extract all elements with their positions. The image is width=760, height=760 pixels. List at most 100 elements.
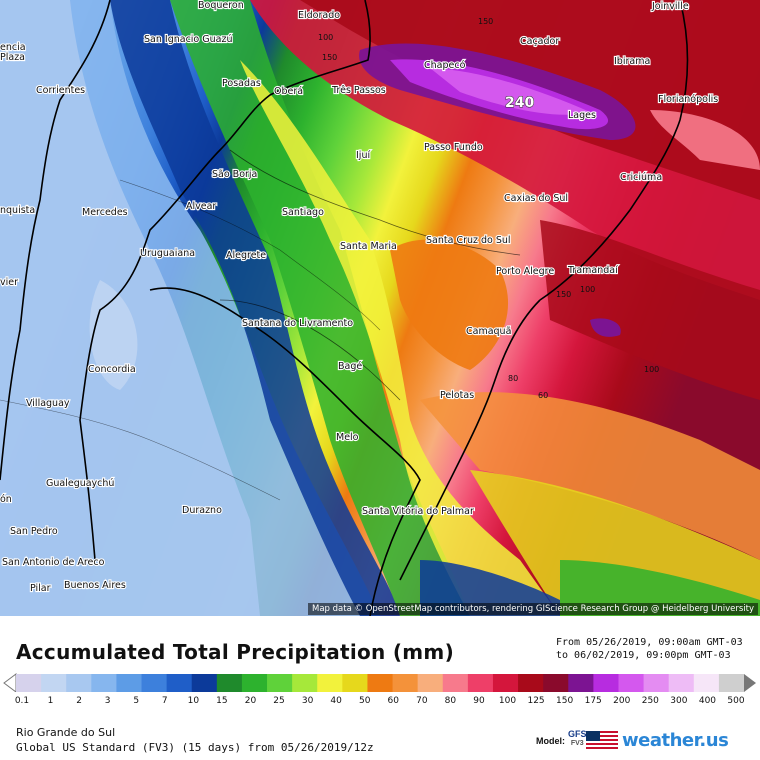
coast-line	[539, 0, 689, 301]
legend-swatch	[593, 674, 619, 692]
city-labels: Boqueron Eldorado Joinville Plaza San Ig…	[0, 0, 719, 595]
legend-tick-label: 175	[584, 696, 602, 706]
contour-label: 150	[322, 53, 337, 62]
legend-swatch	[41, 674, 67, 692]
legend-tick-label: 80	[444, 696, 457, 706]
admin-line	[0, 399, 281, 501]
contour-label: 60	[538, 391, 548, 400]
legend-swatch	[292, 674, 318, 692]
city-partial: nquista	[0, 205, 35, 216]
city-santa-cruz: Santa Cruz do Sul	[426, 235, 511, 246]
legend-tick-label: 25	[273, 696, 285, 706]
city-ibirama: Ibirama	[614, 56, 650, 67]
city-florianopolis: Florianópolis	[658, 94, 718, 105]
period-from: From 05/26/2019, 09:00am GMT-03	[556, 637, 743, 648]
precip-zone-dark-blue	[110, 0, 400, 616]
us-flag-icon	[586, 731, 618, 751]
legend-tick-label: 60	[387, 696, 399, 706]
city-san-antonio: San Antonio de Areco	[2, 557, 105, 568]
border-line	[149, 287, 421, 616]
map-title: Accumulated Total Precipitation (mm)	[16, 640, 455, 664]
legend-tick-label: 500	[727, 696, 745, 706]
model-version: FV3	[570, 740, 584, 747]
admin-line	[229, 149, 521, 256]
legend-swatch	[166, 674, 193, 692]
legend-swatch	[543, 674, 569, 692]
city-partial: vier	[0, 277, 18, 288]
legend-swatch	[417, 674, 444, 692]
city-mercedes: Mercedes	[82, 207, 128, 218]
city-chapeco: Chapecó	[424, 60, 466, 71]
contour-label: 100	[644, 365, 659, 374]
city-santana: Santana do Livramento	[242, 318, 353, 329]
legend-tick-label: 30	[301, 696, 314, 706]
city-partial: ón	[0, 494, 12, 505]
city-tres-passos: Três Passos	[331, 85, 386, 96]
legend-tick-label: 2	[76, 696, 82, 706]
legend-swatch	[116, 674, 143, 692]
legend-tick-label: 10	[187, 696, 200, 706]
legend-swatch	[467, 674, 494, 692]
legend-swatch	[718, 674, 745, 692]
city-santa-vitoria: Santa Vitória do Palmar	[362, 506, 474, 517]
legend-tick-label: 3	[104, 696, 111, 706]
contour-label: 150	[478, 17, 493, 26]
precip-zone-coast-dark-red	[540, 220, 760, 400]
legend-swatch	[693, 674, 720, 692]
contour-label: 100	[580, 285, 595, 294]
precip-zone-violet	[430, 68, 590, 115]
city-sao-borja: São Borja	[212, 169, 257, 180]
legend-swatch	[16, 674, 42, 692]
model-run-info: Global US Standard (FV3) (15 days) from …	[16, 741, 374, 754]
city-melo: Melo	[336, 432, 359, 443]
legend-swatch	[442, 674, 469, 692]
region-name: Rio Grande do Sul	[16, 726, 116, 739]
precipitation-map: 150 150 100 100 150 100 80 60 240 Boquer…	[0, 0, 760, 616]
city-eldorado: Eldorado	[298, 10, 340, 21]
map-attribution: Map data © OpenStreetMap contributors, r…	[308, 603, 758, 615]
city-partial: encia	[0, 42, 26, 53]
brand-logo[interactable]: weather.us	[622, 730, 729, 751]
contour-label: 80	[508, 374, 518, 383]
legend-tick-label: 15	[216, 696, 228, 706]
city-camaqua: Camaquã	[466, 326, 511, 337]
legend-swatch	[91, 674, 117, 692]
period-to: to 06/02/2019, 09:00pm GMT-03	[556, 650, 731, 661]
city-alvear: Alvear	[186, 201, 216, 212]
legend-tick-label: 20	[244, 696, 257, 706]
city-lages: Lages	[568, 110, 596, 121]
precip-zone-yellow	[240, 60, 560, 616]
legend-tick-label: 50	[358, 696, 371, 706]
city-boqueron: Boqueron	[198, 0, 244, 11]
legend-swatch	[367, 674, 394, 692]
precip-zone-green	[170, 0, 470, 616]
city-bage: Bagé	[338, 361, 362, 372]
legend-tick-label: 125	[527, 696, 545, 706]
city-joinville: Joinville	[651, 1, 689, 12]
legend-swatch	[342, 674, 368, 692]
legend-swatch	[568, 674, 594, 692]
city-cacador: Caçador	[520, 36, 559, 47]
city-tramandai: Tramandaí	[567, 265, 618, 276]
precip-zone-ocean-green	[560, 560, 760, 616]
time-period: From 05/26/2019, 09:00am GMT-03 to 06/02…	[556, 636, 743, 662]
coast-line	[399, 299, 541, 581]
legend-arrow-right	[744, 674, 756, 692]
city-concordia: Concordia	[88, 364, 136, 375]
legend-swatch	[492, 674, 519, 692]
city-plaza: Plaza	[0, 52, 25, 63]
precip-zone-ocean-blue	[420, 560, 560, 616]
legend-tick-label: 0.1	[14, 696, 30, 706]
precip-spot-purple	[590, 318, 621, 337]
city-passo-fundo: Passo Fundo	[424, 142, 483, 153]
legend-tick-label: 400	[698, 696, 717, 706]
city-porto-alegre: Porto Alegre	[496, 266, 554, 277]
legend-swatch	[668, 674, 695, 692]
legend-tick-label: 200	[613, 696, 631, 706]
city-san-pedro: San Pedro	[10, 526, 58, 537]
legend-swatch	[141, 674, 168, 692]
legend-swatch	[267, 674, 293, 692]
contour-label: 150	[556, 290, 571, 299]
border-line	[79, 0, 371, 561]
brand-block: Model: GFS FV3 weather.us	[536, 726, 746, 754]
